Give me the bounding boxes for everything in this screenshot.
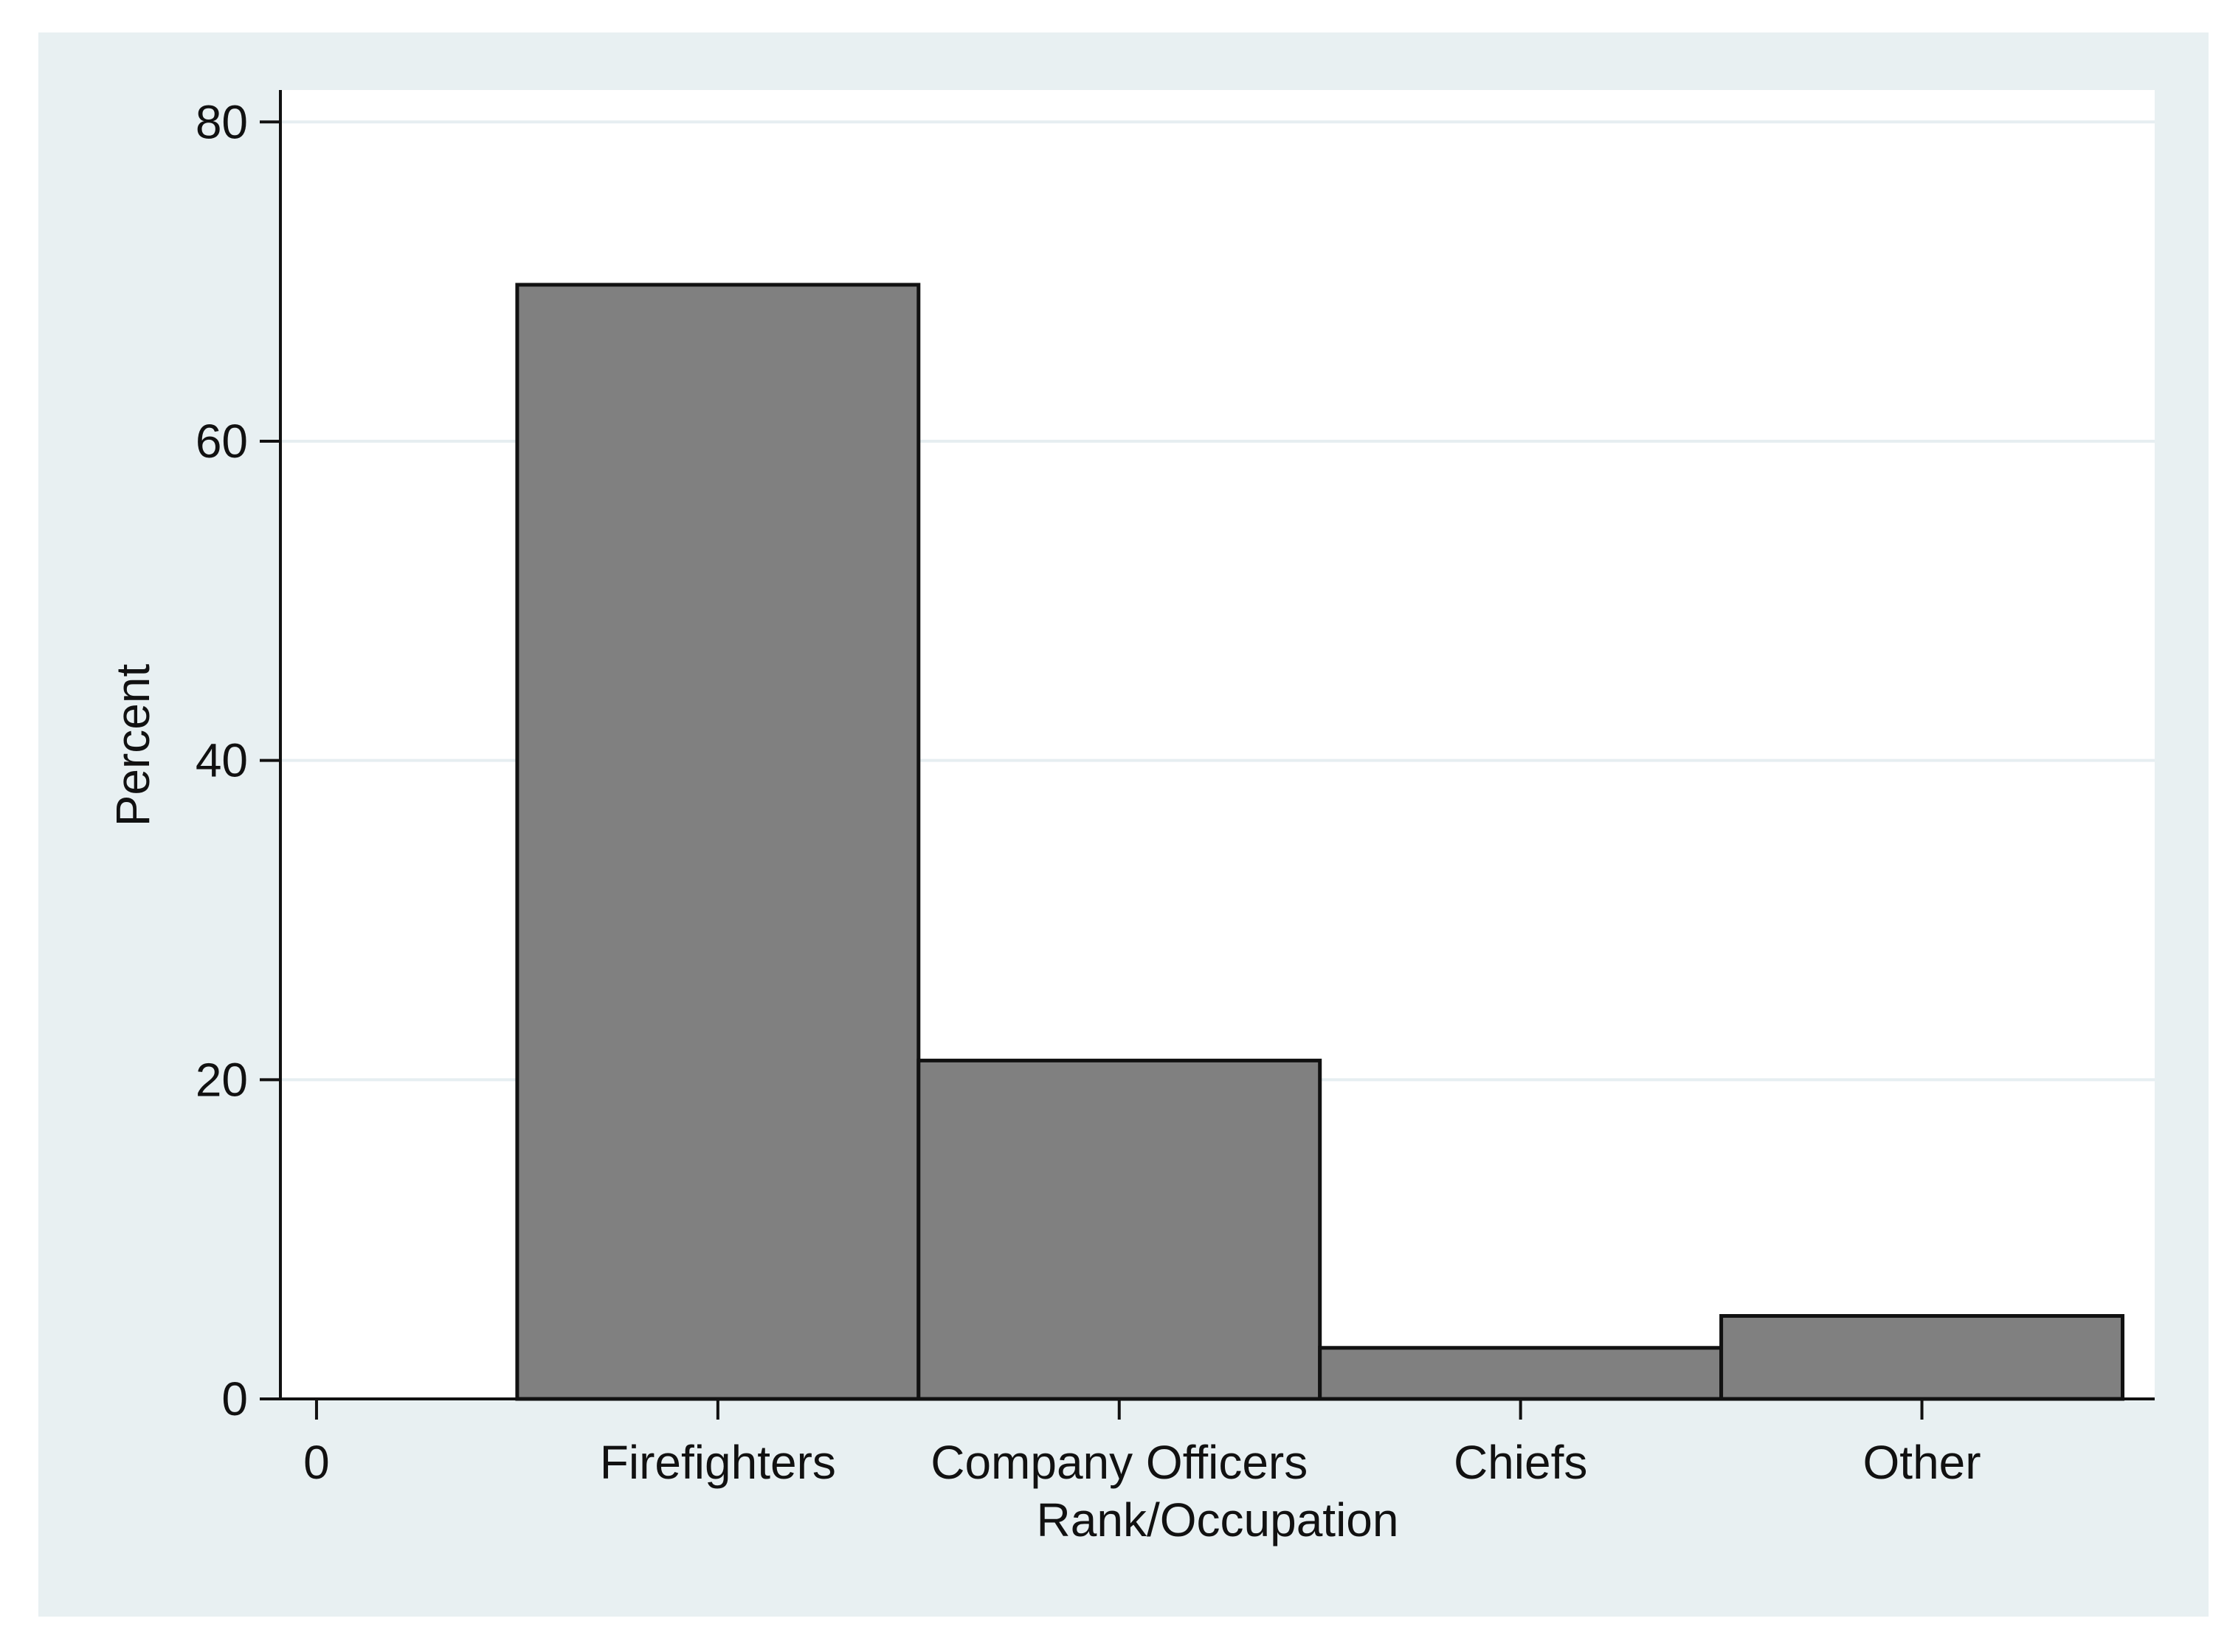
bar-chiefs [1318,1346,1724,1401]
axes [279,90,2155,1400]
bar-other [1719,1314,2124,1401]
y-tick-label-80: 80 [196,95,248,148]
y-tick-label-0: 0 [221,1372,248,1425]
x-tick-label-0: 0 [303,1436,330,1489]
y-axis-label: Percent [106,664,159,827]
x-tick-label-1: Firefighters [600,1436,836,1489]
x-tick-label-4: Other [1863,1436,1981,1489]
bar-company-officers [916,1058,1322,1401]
y-axis-ticks: 0 20 40 60 80 [196,95,280,1425]
y-tick-label-60: 60 [196,415,248,468]
x-axis-label: Rank/Occupation [1037,1493,1399,1546]
x-tick-label-2: Company Officers [930,1436,1308,1489]
y-tick-label-40: 40 [196,734,248,787]
bar-firefighters [515,283,921,1401]
x-axis-ticks: 0 Firefighters Company Officers Chiefs Other [303,1399,1981,1489]
x-tick-label-3: Chiefs [1454,1436,1587,1489]
y-tick-label-20: 20 [196,1053,248,1106]
